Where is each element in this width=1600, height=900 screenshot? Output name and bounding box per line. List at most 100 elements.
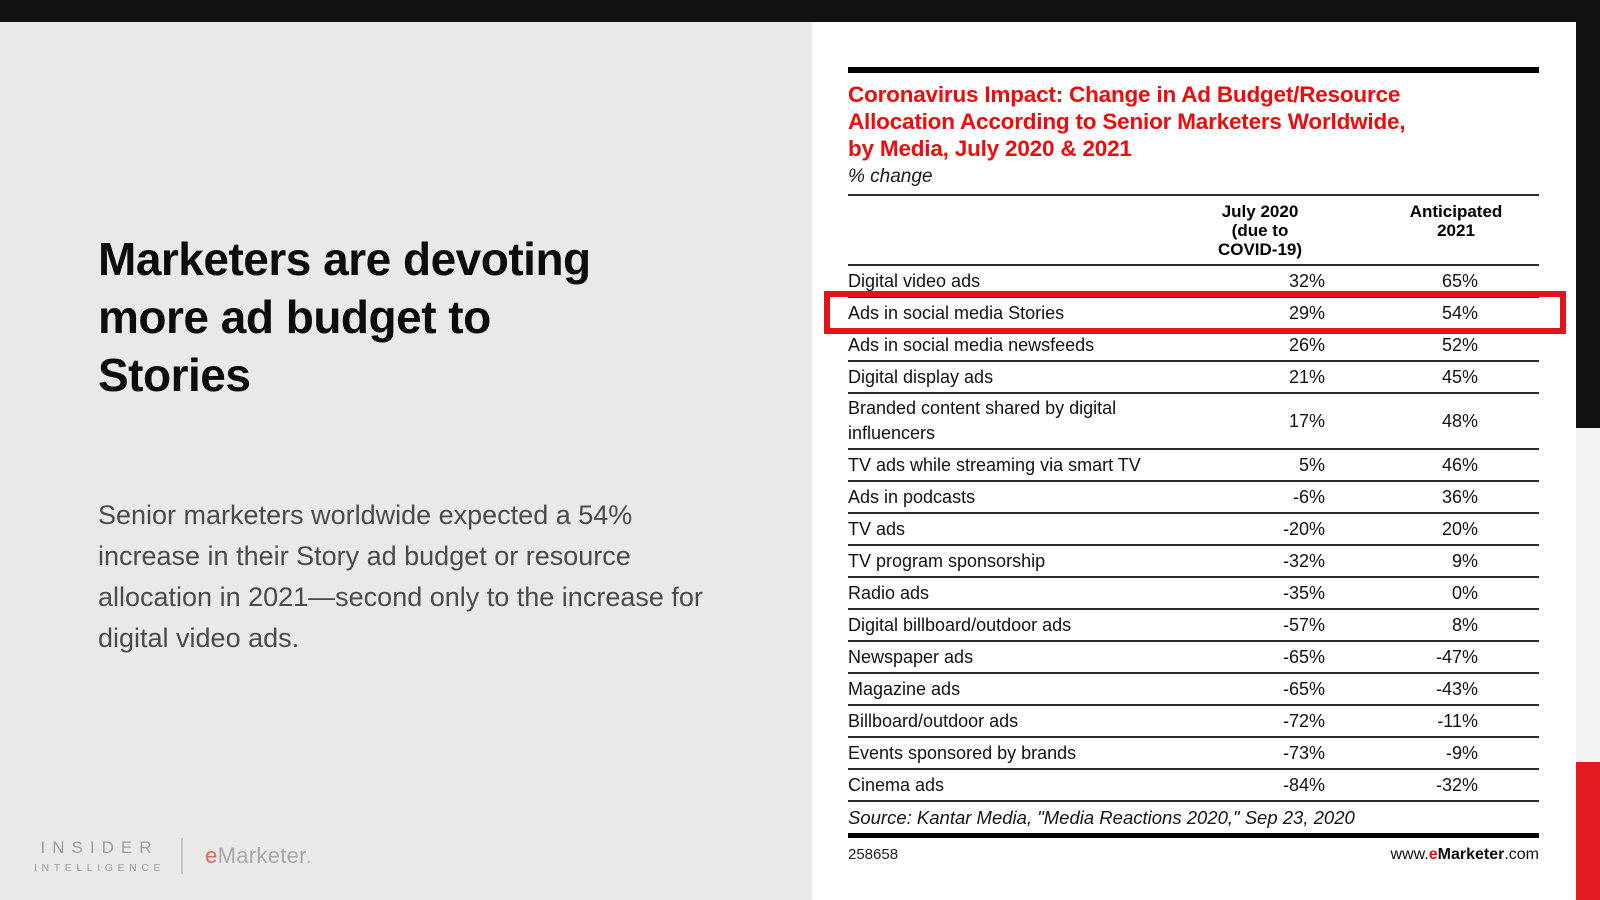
row-label: Magazine ads xyxy=(848,679,961,699)
row-label: Newspaper ads xyxy=(848,647,974,667)
chart-subtitle: % change xyxy=(848,165,1539,196)
chart-id: 258658 xyxy=(848,846,899,863)
right-strip-red-segment xyxy=(1576,762,1600,900)
table-row-digital-display-ads: Digital display ads 21% 45% xyxy=(848,362,1539,394)
row-label: Digital billboard/outdoor ads xyxy=(848,615,1072,635)
row-value-july-2020: 5% xyxy=(1298,454,1325,475)
row-value-july-2020: -57% xyxy=(1282,614,1325,635)
table-row-billboard-outdoor-ads: Billboard/outdoor ads -72% -11% xyxy=(848,706,1539,738)
emarketer-logo-rest: Marketer xyxy=(217,843,306,868)
right-strip-gray-segment xyxy=(1576,428,1600,762)
emarketer-logo-dot: . xyxy=(305,843,313,868)
row-label: Events sponsored by brands xyxy=(848,743,1077,763)
table-header-anticipated-2021: Anticipated 2021 xyxy=(1409,202,1503,240)
row-label: Ads in podcasts xyxy=(848,487,976,507)
table-row-ads-in-podcasts: Ads in podcasts -6% 36% xyxy=(848,482,1539,514)
url-prefix: www. xyxy=(1390,846,1429,863)
headline-line-3: Stories xyxy=(98,349,251,401)
row-label: Billboard/outdoor ads xyxy=(848,711,1019,731)
chart-title-line-1: Coronavirus Impact: Change in Ad Budget/… xyxy=(848,82,1401,107)
headline-line-2: more ad budget to xyxy=(98,291,491,343)
table-row-tv-ads-streaming-smart-tv: TV ads while streaming via smart TV 5% 4… xyxy=(848,450,1539,482)
row-value-anticipated-2021: 65% xyxy=(1441,270,1478,291)
row-value-july-2020: -72% xyxy=(1282,710,1325,731)
row-value-anticipated-2021: 52% xyxy=(1441,334,1478,355)
row-label: TV ads xyxy=(848,519,906,539)
row-value-anticipated-2021: 45% xyxy=(1441,366,1478,387)
row-label: Ads in social media Stories xyxy=(848,303,1065,323)
chart-source: Source: Kantar Media, "Media Reactions 2… xyxy=(848,802,1539,838)
chart-title-line-2: Allocation According to Senior Marketers… xyxy=(848,109,1406,134)
chart-footer: 258658 www.eMarketer.com xyxy=(848,846,1539,864)
row-value-july-2020: 17% xyxy=(1288,410,1325,431)
chart-panel: Coronavirus Impact: Change in Ad Budget/… xyxy=(812,22,1576,900)
row-value-july-2020: -65% xyxy=(1282,678,1325,699)
slide-body-text: Senior marketers worldwide expected a 54… xyxy=(98,500,703,653)
row-value-anticipated-2021: -9% xyxy=(1445,742,1478,763)
emarketer-logo-e: e xyxy=(205,843,218,868)
row-value-anticipated-2021: 0% xyxy=(1451,582,1478,603)
table-row-newspaper-ads: Newspaper ads -65% -47% xyxy=(848,642,1539,674)
table-row-cinema-ads: Cinema ads -84% -32% xyxy=(848,770,1539,802)
row-value-july-2020: -6% xyxy=(1292,486,1325,507)
row-value-anticipated-2021: -32% xyxy=(1435,774,1478,795)
row-value-july-2020: -65% xyxy=(1282,646,1325,667)
chart-top-rule xyxy=(848,67,1539,73)
row-value-anticipated-2021: 46% xyxy=(1441,454,1478,475)
row-value-anticipated-2021: 54% xyxy=(1441,302,1478,323)
slide-headline: Marketers are devoting more ad budget to… xyxy=(98,230,591,404)
row-value-july-2020: 29% xyxy=(1288,302,1325,323)
chart-title-line-3: by Media, July 2020 & 2021 xyxy=(848,136,1132,161)
chart-title: Coronavirus Impact: Change in Ad Budget/… xyxy=(848,81,1539,162)
table-row-digital-video-ads: Digital video ads 32% 65% xyxy=(848,266,1539,298)
row-value-july-2020: -73% xyxy=(1282,742,1325,763)
url-suffix: .com xyxy=(1504,846,1539,863)
row-value-july-2020: -35% xyxy=(1282,582,1325,603)
row-label: TV ads while streaming via smart TV xyxy=(848,455,1141,475)
row-label: Cinema ads xyxy=(848,775,945,795)
row-value-july-2020: -20% xyxy=(1282,518,1325,539)
table-header-july-2020: July 2020 (due to COVID-19) xyxy=(1217,202,1303,259)
slide-left-panel: Marketers are devoting more ad budget to… xyxy=(0,22,812,900)
row-value-anticipated-2021: -11% xyxy=(1437,710,1478,731)
brand-logo-block: INSIDER INTELLIGENCE eMarketer. xyxy=(34,838,312,874)
emarketer-logo: eMarketer. xyxy=(205,843,312,869)
row-label: Digital video ads xyxy=(848,271,981,291)
headline-line-1: Marketers are devoting xyxy=(98,233,591,285)
row-label: Radio ads xyxy=(848,583,930,603)
row-value-anticipated-2021: 8% xyxy=(1451,614,1478,635)
right-strip-black-segment xyxy=(1576,0,1600,428)
table-row-digital-billboard-outdoor-ads: Digital billboard/outdoor ads -57% 8% xyxy=(848,610,1539,642)
row-value-anticipated-2021: 20% xyxy=(1441,518,1478,539)
row-value-anticipated-2021: 36% xyxy=(1441,486,1478,507)
table-row-radio-ads: Radio ads -35% 0% xyxy=(848,578,1539,610)
row-label: Ads in social media newsfeeds xyxy=(848,335,1095,355)
row-label: Branded content shared by digital influe… xyxy=(848,398,1117,443)
row-label: Digital display ads xyxy=(848,367,994,387)
table-row-branded-content: Branded content shared by digital influe… xyxy=(848,394,1539,450)
emarketer-url: www.eMarketer.com xyxy=(1390,846,1539,864)
table-row-ads-in-social-media-stories: Ads in social media Stories 29% 54% xyxy=(824,291,1566,334)
url-brand: Marketer xyxy=(1437,846,1505,863)
row-value-anticipated-2021: -47% xyxy=(1435,646,1478,667)
logo-divider xyxy=(181,838,184,874)
row-value-anticipated-2021: 9% xyxy=(1451,550,1478,571)
row-value-july-2020: 26% xyxy=(1288,334,1325,355)
row-value-anticipated-2021: 48% xyxy=(1441,410,1478,431)
row-value-july-2020: 32% xyxy=(1288,270,1325,291)
table-row-tv-ads: TV ads -20% 20% xyxy=(848,514,1539,546)
url-e: e xyxy=(1428,846,1438,863)
right-edge-strip xyxy=(1576,0,1600,900)
table-row-magazine-ads: Magazine ads -65% -43% xyxy=(848,674,1539,706)
row-value-july-2020: 21% xyxy=(1288,366,1325,387)
row-value-anticipated-2021: -43% xyxy=(1435,678,1478,699)
top-black-bar xyxy=(0,0,1600,22)
intelligence-logo-text: INTELLIGENCE xyxy=(34,862,166,874)
table-row-tv-program-sponsorship: TV program sponsorship -32% 9% xyxy=(848,546,1539,578)
chart-container: Coronavirus Impact: Change in Ad Budget/… xyxy=(824,67,1566,864)
table-header-label-spacer xyxy=(848,202,1195,259)
table-row-ads-in-social-media-newsfeeds: Ads in social media newsfeeds 26% 52% xyxy=(848,330,1539,362)
table-header-row: July 2020 (due to COVID-19) Anticipated … xyxy=(848,196,1539,266)
insider-intelligence-logo: INSIDER INTELLIGENCE xyxy=(34,838,165,874)
insider-logo-text: INSIDER xyxy=(40,838,159,857)
